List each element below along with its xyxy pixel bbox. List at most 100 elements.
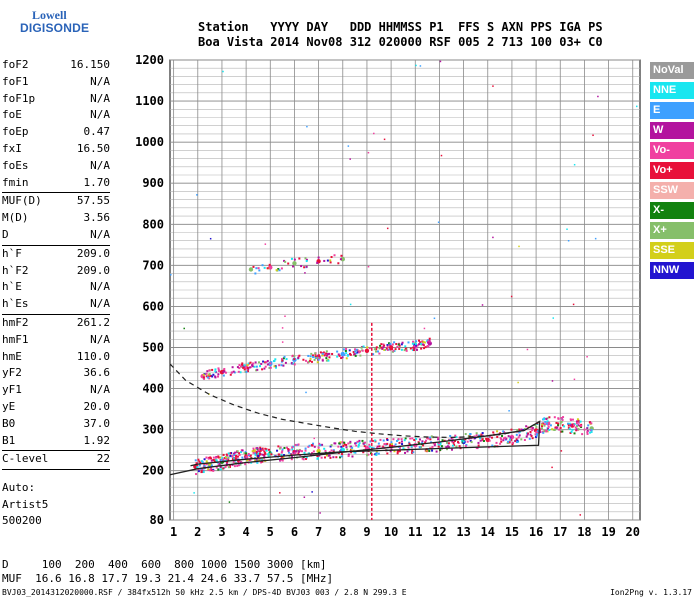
echo-pixel — [293, 363, 296, 366]
echo-pixel — [335, 456, 338, 459]
noise-speckle — [373, 132, 375, 135]
echo-pixel — [294, 452, 297, 455]
echo-pixel — [254, 459, 257, 462]
echo-pixel — [196, 466, 199, 469]
echo-pixel — [426, 345, 429, 348]
echo-pixel — [266, 453, 269, 456]
echo-pixel — [264, 365, 267, 368]
echo-pixel — [203, 377, 206, 380]
echo-pixel — [548, 428, 551, 431]
echo-pixel — [325, 357, 328, 360]
echo-pixel — [227, 452, 230, 455]
echo-pixel — [588, 421, 591, 424]
y-tick-label: 80 — [150, 513, 164, 527]
noise-speckle — [284, 315, 286, 317]
echo-pixel — [453, 443, 456, 446]
echo-pixel — [355, 442, 358, 445]
param-divider — [2, 244, 110, 246]
echo-pixel — [222, 458, 225, 461]
noise-speckle — [597, 95, 599, 98]
echo-pixel — [243, 364, 246, 367]
echo-pixel — [333, 254, 336, 257]
echo-pixel — [217, 367, 220, 370]
echo-pixel — [507, 440, 510, 443]
echo-pixel — [198, 460, 201, 463]
echo-pixel — [237, 370, 240, 373]
echo-pixel — [304, 359, 307, 362]
echo-pixel — [396, 439, 399, 442]
echo-pixel — [259, 446, 262, 449]
echo-pixel — [338, 354, 341, 357]
echo-pixel — [283, 446, 286, 449]
noise-speckle — [439, 60, 442, 63]
noise-speckle — [566, 228, 568, 230]
echo-pixel — [246, 367, 249, 370]
profile-solid-curve — [169, 420, 541, 476]
echo-pixel — [411, 449, 414, 452]
echo-pixel — [408, 441, 411, 444]
echo-pixel — [238, 453, 241, 456]
echo-pixel — [254, 452, 257, 455]
echo-pixel — [313, 445, 316, 448]
echo-pixel — [504, 436, 507, 439]
echo-pixel — [290, 453, 293, 456]
echo-pixel — [218, 462, 221, 465]
echo-pixel — [375, 452, 378, 455]
echo-pixel — [229, 454, 232, 457]
echo-pixel — [381, 446, 384, 449]
echo-pixel — [243, 368, 246, 371]
echo-pixel — [358, 439, 361, 442]
param-row: hmF2 261.2 — [2, 315, 110, 332]
param-value: N/A — [90, 227, 110, 241]
echo-pixel — [332, 456, 335, 459]
echo-pixel — [242, 366, 245, 369]
echo-pixel — [330, 449, 333, 452]
echo-pixel — [332, 449, 335, 452]
echo-pixel — [302, 458, 305, 461]
echo-pixel — [415, 437, 418, 440]
echo-pixel — [224, 465, 227, 468]
echo-pixel — [211, 375, 214, 378]
echo-pixel — [222, 374, 225, 377]
echo-pixel — [370, 452, 373, 455]
echo-pixel — [251, 365, 254, 368]
echo-pixel — [386, 438, 389, 441]
echo-pixel — [546, 420, 549, 423]
echo-pixel — [210, 459, 213, 462]
param-divider — [2, 469, 110, 471]
echo-pixel — [295, 444, 298, 447]
y-tick-label: 500 — [142, 341, 164, 355]
echo-pixel — [426, 340, 429, 343]
echo-pixel — [259, 457, 262, 460]
echo-pixel — [311, 452, 314, 455]
echo-pixel — [277, 445, 280, 448]
param-value: 16.150 — [70, 58, 110, 71]
echo-pixel — [310, 352, 313, 355]
echo-pixel — [391, 343, 394, 346]
echo-pixel — [328, 356, 331, 359]
echo-pixel — [421, 440, 424, 443]
echo-pixel — [255, 267, 258, 270]
echo-pixel — [282, 357, 285, 360]
param-row: h`E N/A — [2, 279, 110, 296]
x-tick-label: 13 — [456, 525, 470, 539]
echo-pixel — [222, 453, 225, 456]
echo-pixel — [261, 460, 264, 463]
echo-pixel — [515, 441, 518, 444]
echo-pixel — [412, 349, 415, 352]
echo-pixel — [346, 354, 349, 357]
echo-pixel — [224, 371, 227, 374]
echo-pixel — [208, 373, 211, 376]
echo-pixel — [411, 349, 414, 352]
echo-pixel — [488, 435, 491, 438]
echo-pixel — [252, 265, 255, 268]
echo-pixel — [386, 345, 389, 348]
echo-pixel — [515, 438, 518, 441]
echo-pixel — [287, 449, 290, 452]
echo-pixel — [265, 361, 268, 364]
echo-pixel — [217, 456, 220, 459]
echo-pixel — [451, 438, 454, 441]
param-label: MUF(D) — [2, 194, 42, 208]
noise-speckle — [579, 514, 582, 516]
echo-pixel — [262, 360, 265, 363]
